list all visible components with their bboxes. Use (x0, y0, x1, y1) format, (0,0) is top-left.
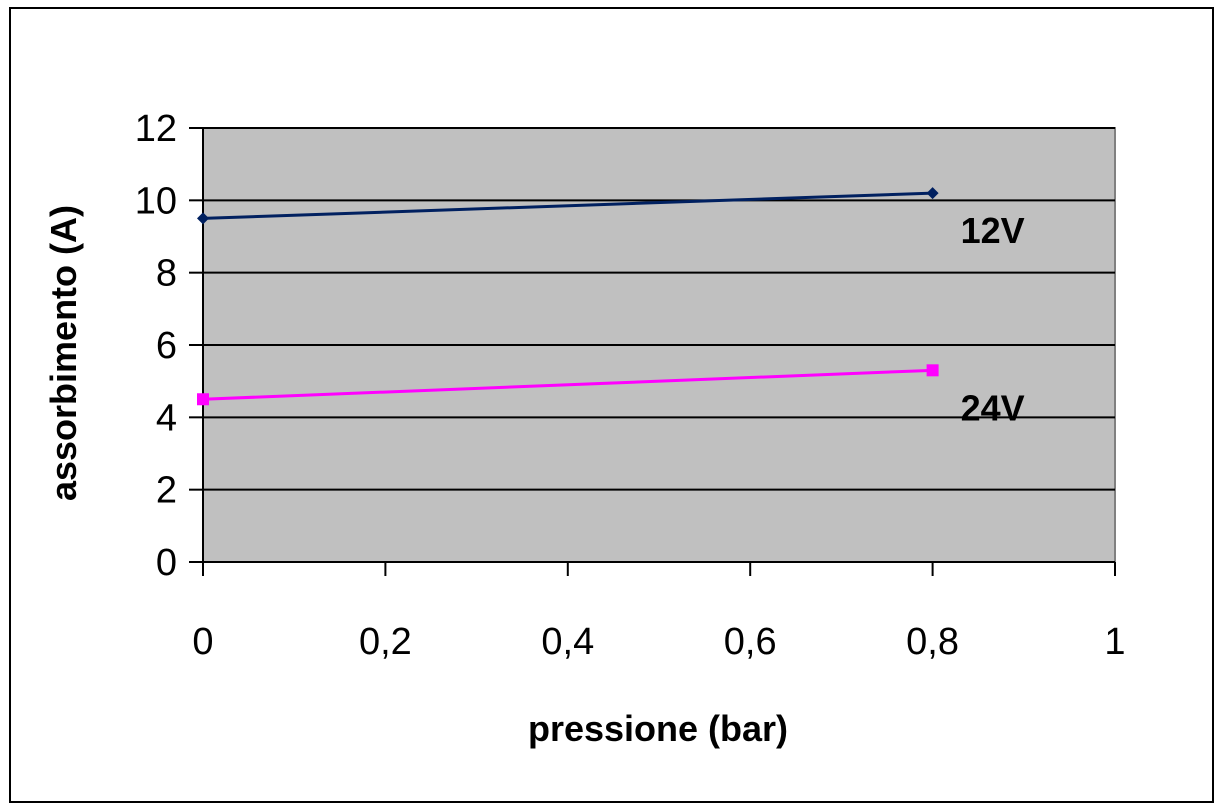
data-point-12v (926, 187, 939, 200)
x-axis-title: pressione (bar) (528, 708, 788, 749)
y-tick-label: 12 (135, 108, 177, 150)
y-tick-label: 0 (156, 542, 177, 584)
tick-labels: 0 2 4 6 8 10 12 0 0,2 0,4 0,6 0,8 1 (135, 108, 1126, 663)
y-tick-label: 10 (135, 180, 177, 222)
y-tick-label: 8 (156, 253, 177, 295)
series-label-12v: 12V (961, 210, 1025, 251)
x-tick-label: 0 (192, 621, 213, 663)
series: 12V 24V (197, 187, 1025, 428)
x-tick-label: 0,4 (541, 621, 594, 663)
data-point-12v (197, 212, 209, 225)
data-point-24v (197, 393, 209, 406)
data-point-24v (926, 364, 939, 377)
gridlines (203, 127, 1115, 491)
y-tick-label: 2 (156, 470, 177, 512)
x-tick-label: 0,2 (359, 621, 412, 663)
x-tick-label: 0,6 (724, 621, 777, 663)
axes (189, 127, 1116, 576)
series-line-24v (202, 368, 933, 401)
x-tick-label: 0,8 (906, 621, 959, 663)
y-axis-title: assorbimento (A) (43, 205, 84, 501)
x-tick-label: 1 (1104, 621, 1125, 663)
series-line-12v (202, 191, 933, 220)
y-tick-label: 4 (156, 397, 177, 439)
y-tick-label: 6 (156, 325, 177, 367)
series-label-24v: 24V (961, 387, 1025, 428)
